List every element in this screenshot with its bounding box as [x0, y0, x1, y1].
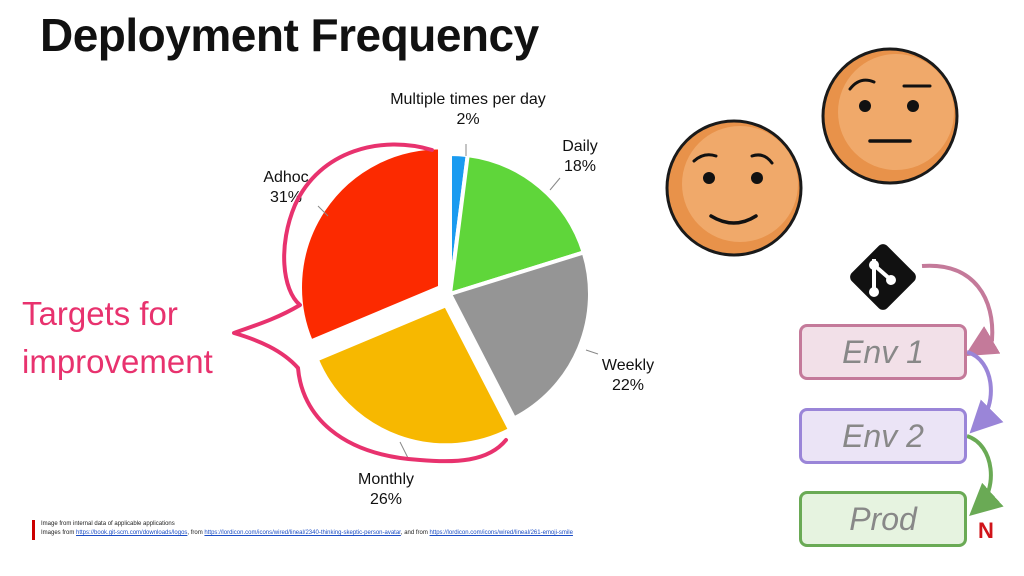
- page-title: Deployment Frequency: [40, 9, 539, 61]
- slice-label-monthly: Monthly 26%: [358, 471, 414, 508]
- skeptic-avatar-link[interactable]: https://lordicon.com/icons/wired/lineal/…: [204, 530, 401, 536]
- pie-slice-daily: [448, 153, 586, 296]
- targets-callout: Targets for improvement: [22, 295, 213, 380]
- slice-label-multiple-times-per-day: Multiple times per day 2%: [390, 91, 546, 128]
- stage-label: Prod: [849, 500, 917, 537]
- leader-line: [585, 349, 599, 355]
- credit-sep-1: , from: [187, 530, 205, 536]
- slice-label-weekly: Weekly 22%: [602, 357, 654, 394]
- leader-line: [549, 177, 561, 191]
- smiling-face-icon: [665, 119, 803, 257]
- pie-slice-weekly: [448, 250, 592, 421]
- leader-line: [317, 205, 329, 217]
- git-logo-link[interactable]: https://book.git-scm.com/downloads/logos: [76, 530, 188, 536]
- stage-env-1: Env 1: [799, 324, 967, 380]
- stage-prod: Prod: [799, 491, 967, 547]
- stage-label: Env 2: [842, 417, 924, 454]
- stage-label: Env 1: [842, 333, 924, 370]
- improvement-bracket: [232, 142, 508, 464]
- slice-label-adhoc: Adhoc 31%: [263, 169, 308, 206]
- pie-slice-adhoc: [298, 145, 443, 344]
- slice-label-daily: Daily 18%: [562, 138, 598, 175]
- smile-emoji-link[interactable]: https://lordicon.com/icons/wired/lineal/…: [429, 530, 573, 536]
- pie-slice-monthly: [314, 303, 513, 448]
- credit-prefix: Images from: [41, 530, 77, 536]
- credit-line-2: Images from https://book.git-scm.com/dow…: [41, 529, 573, 538]
- stage-env-2: Env 2: [799, 408, 967, 464]
- leader-line: [399, 441, 409, 459]
- netflix-logo-icon: N: [978, 518, 994, 543]
- credit-line-1: Image from internal data of applicable a…: [41, 521, 175, 527]
- git-icon: [850, 244, 916, 310]
- credit-sep-2: , and from: [400, 530, 430, 536]
- image-credits: Image from internal data of applicable a…: [32, 520, 573, 540]
- skeptical-face-icon: [821, 47, 959, 185]
